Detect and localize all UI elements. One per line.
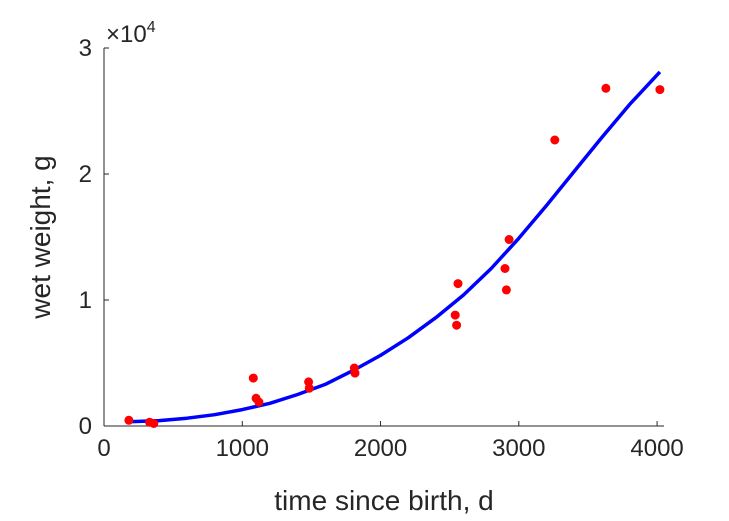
data-point bbox=[601, 83, 611, 93]
fit-curve-layer bbox=[128, 70, 662, 424]
y-tick-label: 2 bbox=[79, 161, 92, 188]
data-point bbox=[504, 235, 514, 244]
x-tick-label: 2000 bbox=[354, 435, 407, 462]
y-exponent-label: ×104 bbox=[106, 19, 156, 48]
x-ticks: 0 1000 2000 3000 4000 bbox=[97, 421, 684, 462]
x-tick-label: 4000 bbox=[630, 435, 683, 462]
data-point bbox=[655, 85, 665, 95]
x-axis-label: time since birth, d bbox=[274, 485, 493, 516]
data-point bbox=[453, 279, 463, 289]
data-point bbox=[254, 397, 264, 407]
x-tick-label: 1000 bbox=[216, 435, 269, 462]
plot-area: 0 1000 2000 3000 4000 0 1 2 3 bbox=[79, 35, 684, 462]
data-point bbox=[452, 320, 462, 330]
data-point bbox=[350, 368, 360, 378]
y-tick-label: 0 bbox=[79, 413, 92, 440]
data-point bbox=[450, 310, 460, 320]
fit-curve bbox=[128, 70, 662, 424]
data-point bbox=[500, 264, 510, 273]
y-exponent-prefix: ×10 bbox=[106, 21, 147, 48]
y-tick-label: 1 bbox=[79, 287, 92, 314]
data-point bbox=[550, 135, 560, 145]
y-axis-label: wet weight, g bbox=[25, 155, 56, 319]
data-point bbox=[501, 285, 511, 295]
x-tick-label: 0 bbox=[97, 435, 110, 462]
x-tick-label: 3000 bbox=[492, 435, 545, 462]
data-point bbox=[248, 373, 258, 383]
data-points-layer bbox=[124, 83, 665, 428]
data-point bbox=[304, 383, 314, 393]
data-point bbox=[149, 419, 159, 428]
y-exponent-power: 4 bbox=[147, 19, 156, 36]
data-point bbox=[124, 415, 134, 425]
y-tick-label: 3 bbox=[79, 35, 92, 62]
y-ticks: 0 1 2 3 bbox=[79, 35, 109, 440]
